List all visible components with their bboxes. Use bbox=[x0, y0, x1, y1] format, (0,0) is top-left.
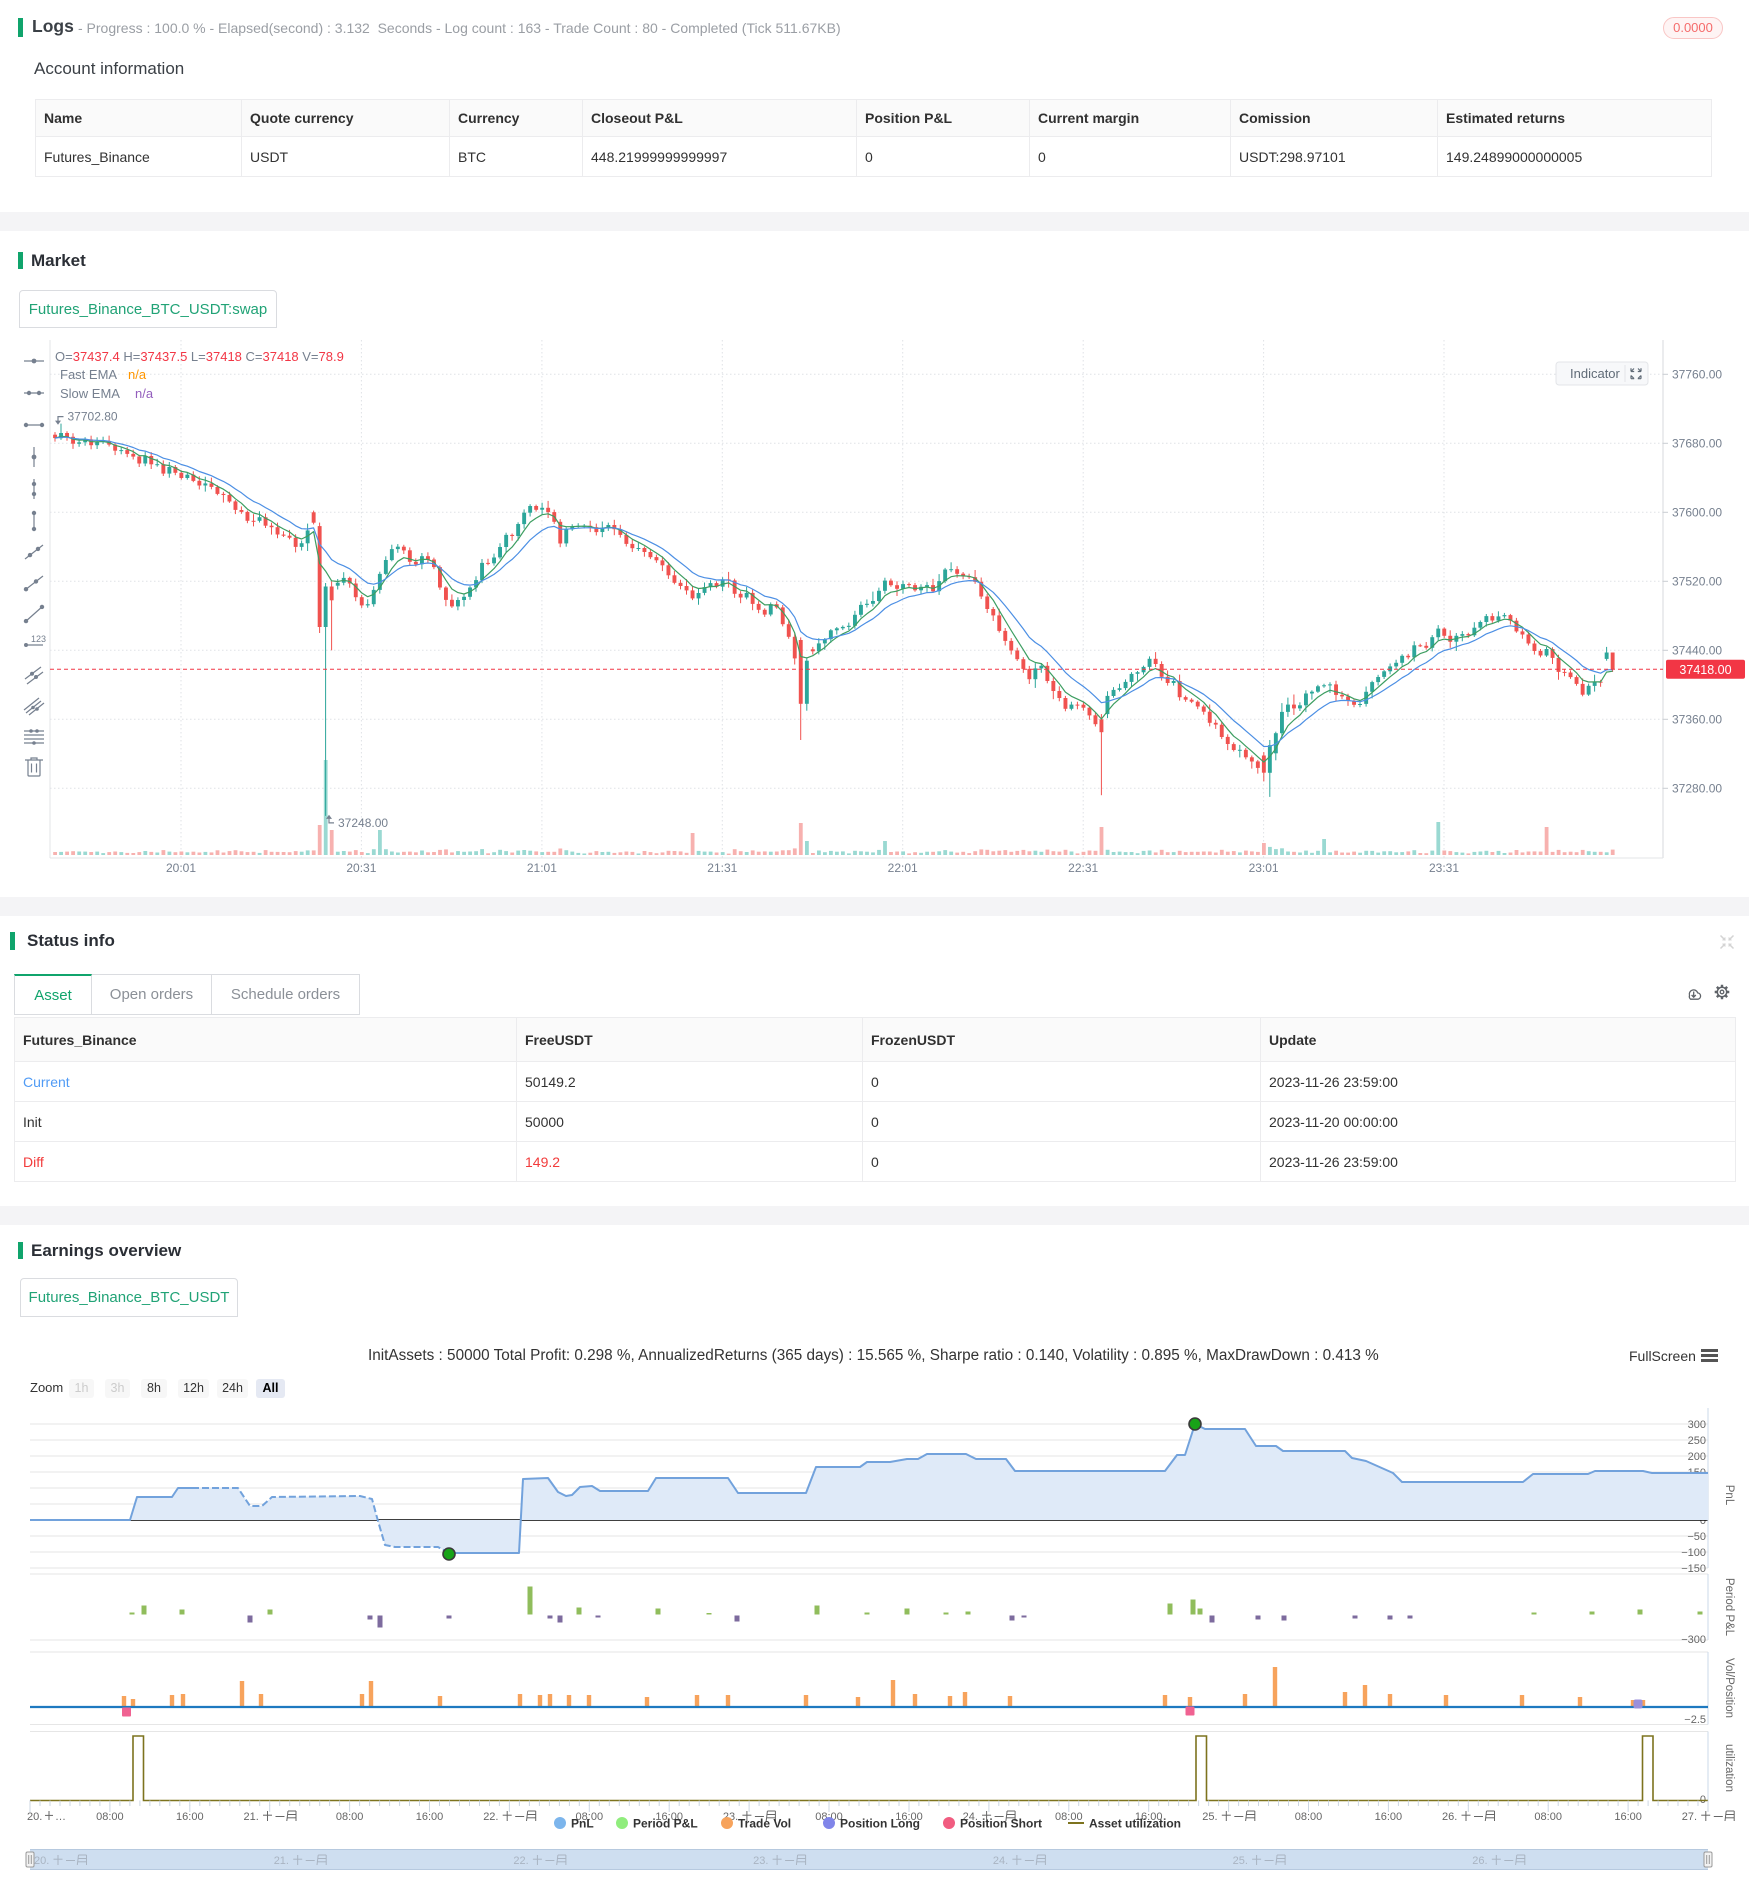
svg-text:16:00: 16:00 bbox=[1135, 1811, 1163, 1823]
svg-text:23:31: 23:31 bbox=[1429, 861, 1459, 875]
svg-text:−300: −300 bbox=[1681, 1634, 1706, 1646]
svg-text:24.: 24. bbox=[963, 1811, 978, 1823]
svg-text:16:00: 16:00 bbox=[1375, 1811, 1403, 1823]
svg-text:08:00: 08:00 bbox=[1295, 1811, 1323, 1823]
svg-text:27.: 27. bbox=[1682, 1811, 1697, 1823]
svg-text:utilization: utilization bbox=[1723, 1744, 1735, 1792]
svg-text:25.: 25. bbox=[1233, 1855, 1248, 1867]
svg-text:23.: 23. bbox=[753, 1855, 768, 1867]
svg-text:−50: −50 bbox=[1687, 1531, 1706, 1543]
svg-text:−150: −150 bbox=[1681, 1563, 1706, 1575]
svg-text:37360.00: 37360.00 bbox=[1672, 712, 1722, 726]
svg-text:123: 123 bbox=[31, 634, 46, 644]
svg-text:PnL: PnL bbox=[571, 1817, 594, 1831]
svg-text:23:01: 23:01 bbox=[1249, 861, 1279, 875]
svg-text:08:00: 08:00 bbox=[576, 1811, 604, 1823]
svg-text:…: … bbox=[55, 1811, 66, 1823]
svg-text:Position Short: Position Short bbox=[960, 1817, 1042, 1831]
svg-text:26.: 26. bbox=[1472, 1855, 1487, 1867]
svg-text:20.: 20. bbox=[27, 1811, 42, 1823]
svg-text:PnL: PnL bbox=[1723, 1485, 1735, 1506]
svg-text:Period P&L: Period P&L bbox=[1723, 1578, 1735, 1637]
svg-text:Trade Vol: Trade Vol bbox=[738, 1817, 791, 1831]
svg-text:n/a: n/a bbox=[135, 386, 154, 401]
svg-text:20:01: 20:01 bbox=[166, 861, 196, 875]
svg-text:22:31: 22:31 bbox=[1068, 861, 1098, 875]
svg-text:37248.00: 37248.00 bbox=[338, 816, 388, 830]
svg-text:Fast EMA: Fast EMA bbox=[60, 367, 117, 382]
svg-text:37600.00: 37600.00 bbox=[1672, 505, 1722, 519]
svg-text:16:00: 16:00 bbox=[416, 1811, 444, 1823]
svg-text:37520.00: 37520.00 bbox=[1672, 574, 1722, 588]
svg-text:37680.00: 37680.00 bbox=[1672, 436, 1722, 450]
svg-text:37280.00: 37280.00 bbox=[1672, 781, 1722, 795]
svg-text:37760.00: 37760.00 bbox=[1672, 367, 1722, 381]
svg-text:37440.00: 37440.00 bbox=[1672, 643, 1722, 657]
svg-text:20.: 20. bbox=[34, 1855, 49, 1867]
svg-text:Period P&L: Period P&L bbox=[633, 1817, 698, 1831]
svg-text:21.: 21. bbox=[244, 1811, 259, 1823]
svg-text:16:00: 16:00 bbox=[176, 1811, 204, 1823]
svg-text:08:00: 08:00 bbox=[336, 1811, 364, 1823]
svg-text:Slow EMA: Slow EMA bbox=[60, 386, 120, 401]
svg-text:O=37437.4 H=37437.5 L=37418 C=: O=37437.4 H=37437.5 L=37418 C=37418 V=78… bbox=[55, 349, 344, 364]
svg-text:20:31: 20:31 bbox=[346, 861, 376, 875]
svg-text:250: 250 bbox=[1688, 1435, 1706, 1447]
svg-text:08:00: 08:00 bbox=[1534, 1811, 1562, 1823]
svg-text:22.: 22. bbox=[483, 1811, 498, 1823]
svg-text:24.: 24. bbox=[993, 1855, 1008, 1867]
svg-text:16:00: 16:00 bbox=[1614, 1811, 1642, 1823]
svg-text:08:00: 08:00 bbox=[96, 1811, 124, 1823]
svg-text:22.: 22. bbox=[513, 1855, 528, 1867]
svg-text:Position Long: Position Long bbox=[840, 1817, 920, 1831]
svg-text:22:01: 22:01 bbox=[888, 861, 918, 875]
svg-text:37702.80: 37702.80 bbox=[68, 410, 118, 424]
svg-text:26.: 26. bbox=[1442, 1811, 1457, 1823]
svg-text:−2.5: −2.5 bbox=[1684, 1714, 1706, 1726]
svg-text:Indicator: Indicator bbox=[1570, 366, 1621, 381]
svg-text:08:00: 08:00 bbox=[1055, 1811, 1083, 1823]
svg-text:0: 0 bbox=[1700, 1515, 1706, 1527]
svg-text:16:00: 16:00 bbox=[895, 1811, 923, 1823]
svg-text:200: 200 bbox=[1688, 1451, 1706, 1463]
svg-text:300: 300 bbox=[1688, 1419, 1706, 1431]
svg-text:21:01: 21:01 bbox=[527, 861, 557, 875]
svg-text:Asset utilization: Asset utilization bbox=[1089, 1817, 1181, 1831]
svg-text:21:31: 21:31 bbox=[707, 861, 737, 875]
svg-text:n/a: n/a bbox=[128, 367, 147, 382]
svg-text:25.: 25. bbox=[1202, 1811, 1217, 1823]
svg-text:37418.00: 37418.00 bbox=[1679, 663, 1731, 677]
svg-text:−100: −100 bbox=[1681, 1547, 1706, 1559]
svg-text:Vol/Position: Vol/Position bbox=[1723, 1658, 1735, 1718]
svg-text:16:00: 16:00 bbox=[655, 1811, 683, 1823]
svg-text:21.: 21. bbox=[274, 1855, 289, 1867]
